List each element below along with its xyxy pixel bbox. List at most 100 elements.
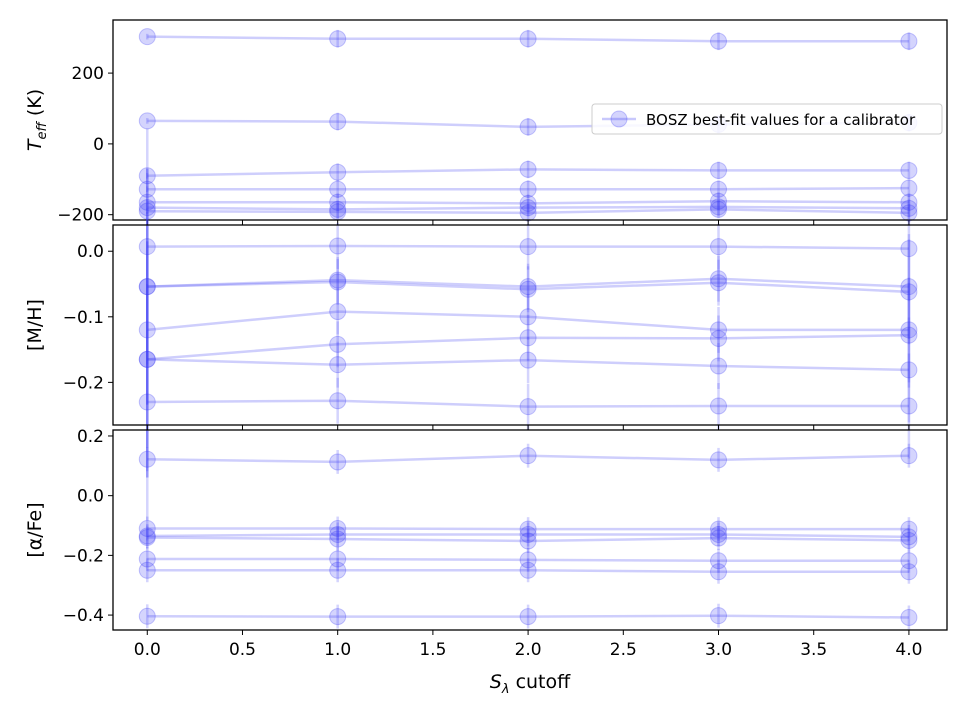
- series-line: [147, 199, 909, 205]
- data-point: [329, 203, 347, 221]
- data-point: [138, 520, 156, 538]
- data-point: [900, 240, 918, 258]
- series-line: [147, 280, 909, 294]
- y-axis-label: [M/H]: [24, 299, 46, 351]
- data-point: [710, 520, 728, 538]
- data-point: [900, 193, 918, 211]
- series-mh-5: [138, 241, 918, 478]
- data-point: [900, 321, 918, 339]
- series-mh-2: [138, 168, 918, 405]
- data-point: [138, 202, 156, 220]
- data-point: [519, 525, 537, 543]
- x-axis-label: Sλ cutoff: [490, 671, 571, 697]
- x-tick-label: 4.0: [895, 640, 922, 660]
- series-alpha-1: [138, 443, 918, 474]
- data-point: [329, 237, 347, 255]
- series-teff-1: [138, 28, 918, 51]
- data-point: [710, 607, 728, 625]
- data-point: [138, 193, 156, 211]
- data-point: [519, 329, 537, 347]
- y-tick-label: −0.2: [63, 373, 104, 393]
- data-point: [519, 398, 537, 416]
- data-point: [329, 453, 347, 471]
- data-point: [329, 356, 347, 374]
- data-point: [900, 199, 918, 217]
- series-line: [147, 399, 909, 408]
- data-point: [710, 270, 728, 288]
- x-axis-label-subscript: λ: [501, 682, 510, 697]
- data-point: [900, 531, 918, 549]
- x-axis-label-main: S: [490, 671, 502, 693]
- series-alpha-6: [138, 558, 918, 584]
- data-point: [138, 278, 156, 296]
- series-alpha-2: [138, 516, 918, 542]
- series-teff-3: [138, 160, 918, 185]
- x-tick-label: 0.0: [134, 640, 161, 660]
- series-line: [147, 186, 909, 191]
- data-point: [329, 113, 347, 131]
- data-point: [900, 283, 918, 301]
- data-point: [519, 194, 537, 212]
- data-point: [519, 608, 537, 626]
- data-point: [900, 326, 918, 344]
- axes-frame: [112, 429, 948, 631]
- series-line: [147, 557, 909, 562]
- data-point: [710, 451, 728, 469]
- y-axis-label: [α/Fe]: [24, 502, 46, 557]
- legend: BOSZ best-fit values for a calibrator: [591, 103, 943, 135]
- x-tick-label: 1.0: [324, 640, 351, 660]
- series-mh-6: [138, 241, 918, 478]
- data-point: [900, 161, 918, 179]
- data-point: [138, 238, 156, 256]
- y-tick-label: 0: [93, 135, 104, 155]
- data-point: [710, 397, 728, 415]
- data-point: [900, 32, 918, 50]
- data-point: [329, 163, 347, 181]
- data-point: [710, 274, 728, 292]
- series-teff-5: [138, 192, 918, 213]
- x-axis-label-suffix: cutoff: [510, 671, 572, 693]
- data-point: [519, 238, 537, 256]
- series-teff-4: [138, 179, 918, 199]
- data-point: [710, 200, 728, 218]
- series-line: [147, 310, 909, 332]
- legend-label: BOSZ best-fit values for a calibrator: [646, 111, 916, 129]
- data-point: [329, 200, 347, 218]
- y-axis-label: Teff (K): [24, 89, 50, 151]
- data-point: [710, 192, 728, 210]
- data-point: [519, 308, 537, 326]
- data-point: [900, 528, 918, 546]
- data-point: [900, 520, 918, 538]
- data-point: [138, 528, 156, 546]
- series-line: [147, 527, 909, 531]
- data-point: [138, 28, 156, 46]
- series-line: [147, 569, 909, 574]
- data-point: [710, 329, 728, 347]
- data-point: [138, 350, 156, 368]
- y-axis-label-main: [α/Fe]: [24, 502, 46, 557]
- data-point: [710, 525, 728, 543]
- data-point: [519, 118, 537, 136]
- series-alpha-5: [138, 547, 918, 573]
- data-point: [329, 520, 347, 538]
- legend-box: [591, 103, 943, 135]
- series-mh-3: [138, 168, 918, 405]
- data-point: [519, 447, 537, 465]
- data-point: [138, 607, 156, 625]
- data-point: [710, 563, 728, 581]
- series-alpha-4: [138, 525, 918, 553]
- y-tick-label: −0.2: [63, 546, 104, 566]
- data-point: [329, 550, 347, 568]
- x-tick-label: 2.5: [610, 640, 637, 660]
- data-point: [710, 357, 728, 375]
- series-alpha-7: [138, 603, 918, 630]
- data-point: [900, 563, 918, 581]
- data-point: [900, 179, 918, 197]
- data-point: [138, 350, 156, 368]
- axes-frame: [112, 224, 948, 426]
- data-point: [710, 238, 728, 256]
- data-point: [329, 608, 347, 626]
- data-point: [519, 551, 537, 569]
- data-point: [138, 278, 156, 296]
- series-line: [147, 208, 909, 215]
